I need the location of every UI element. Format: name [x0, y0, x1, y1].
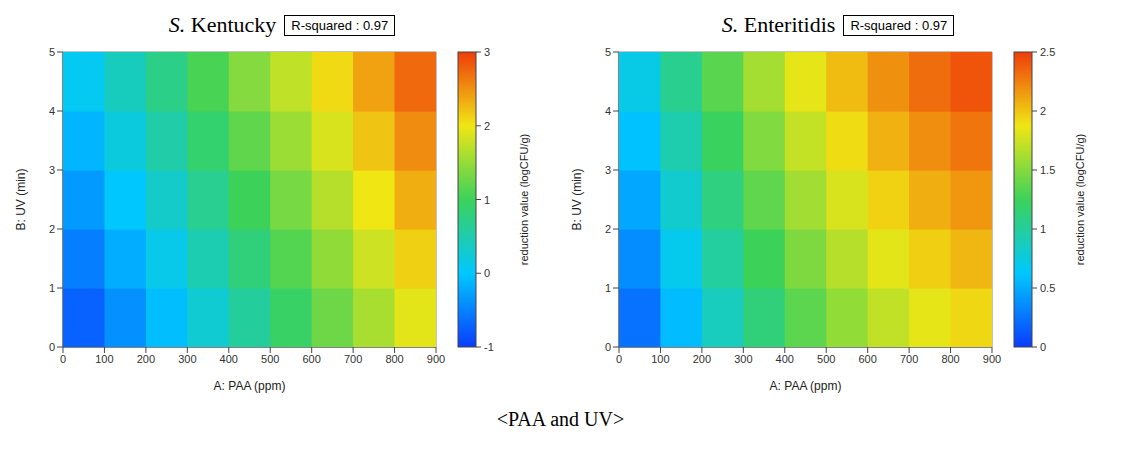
svg-text:3: 3: [484, 46, 490, 58]
svg-text:4: 4: [49, 105, 55, 117]
svg-text:reduction value (logCFU/g): reduction value (logCFU/g): [1074, 134, 1086, 265]
svg-text:200: 200: [693, 353, 711, 365]
svg-text:2.5: 2.5: [1040, 46, 1055, 58]
svg-text:600: 600: [858, 353, 876, 365]
svg-text:800: 800: [385, 353, 403, 365]
svg-text:0: 0: [605, 341, 611, 353]
svg-text:0: 0: [616, 353, 622, 365]
svg-text:0: 0: [49, 341, 55, 353]
svg-text:1.5: 1.5: [1040, 164, 1055, 176]
svg-text:1: 1: [49, 282, 55, 294]
svg-text:900: 900: [983, 353, 1001, 365]
svg-text:1: 1: [605, 282, 611, 294]
svg-text:2: 2: [484, 120, 490, 132]
svg-text:0: 0: [1040, 341, 1046, 353]
svg-text:1: 1: [1040, 223, 1046, 235]
svg-text:0.5: 0.5: [1040, 282, 1055, 294]
svg-text:1: 1: [484, 194, 490, 206]
svg-text:A: PAA (ppm): A: PAA (ppm): [770, 379, 842, 393]
svg-text:5: 5: [605, 46, 611, 58]
html-text:S. Enteritidis: S. Enteritidis: [721, 12, 836, 37]
svg-text:2: 2: [1040, 105, 1046, 117]
svg-text:900: 900: [427, 353, 445, 365]
html-text:R-squared : 0.97: R-squared : 0.97: [850, 17, 948, 33]
svg-text:2: 2: [605, 223, 611, 235]
svg-text:4: 4: [605, 105, 611, 117]
svg-text:-1: -1: [484, 341, 494, 353]
svg-text:800: 800: [941, 353, 959, 365]
svg-text:3: 3: [605, 164, 611, 176]
svg-text:500: 500: [261, 353, 279, 365]
svg-text:100: 100: [651, 353, 669, 365]
svg-text:0: 0: [484, 267, 490, 279]
svg-text:reduction value (logCFU/g): reduction value (logCFU/g): [518, 134, 530, 265]
svg-text:300: 300: [734, 353, 752, 365]
svg-text:400: 400: [220, 353, 238, 365]
svg-text:700: 700: [900, 353, 918, 365]
svg-text:300: 300: [178, 353, 196, 365]
svg-text:600: 600: [302, 353, 320, 365]
svg-text:B: UV (min): B: UV (min): [570, 168, 584, 230]
svg-text:500: 500: [817, 353, 835, 365]
html-text:S. Kentucky: S. Kentucky: [168, 12, 277, 37]
svg-text:700: 700: [344, 353, 362, 365]
svg-text:0: 0: [60, 353, 66, 365]
svg-text:2: 2: [49, 223, 55, 235]
svg-text:400: 400: [776, 353, 794, 365]
html-text:<PAA and UV>: <PAA and UV>: [496, 408, 625, 430]
svg-text:A: PAA (ppm): A: PAA (ppm): [214, 379, 286, 393]
svg-text:200: 200: [137, 353, 155, 365]
svg-text:3: 3: [49, 164, 55, 176]
html-text:R-squared : 0.97: R-squared : 0.97: [291, 17, 389, 33]
svg-text:100: 100: [95, 353, 113, 365]
svg-text:B: UV (min): B: UV (min): [14, 168, 28, 230]
svg-text:5: 5: [49, 46, 55, 58]
